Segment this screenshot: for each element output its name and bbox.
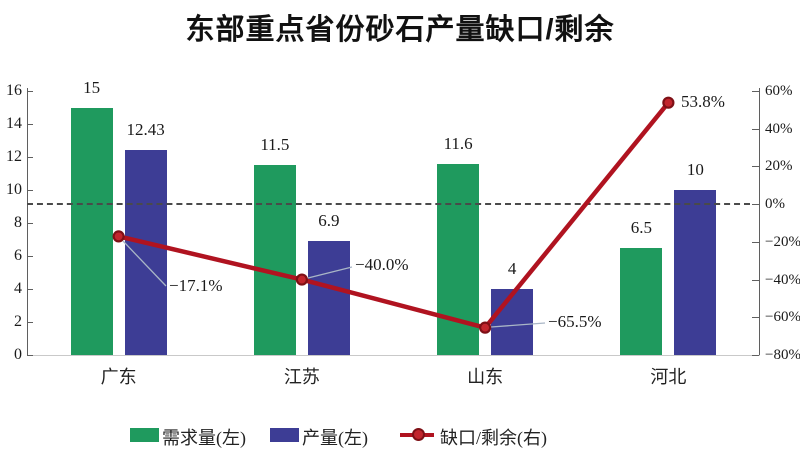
line-point-label: 53.8% [681,92,725,111]
bar-value-label: 6.9 [318,211,340,231]
left-axis-tick-label: 14 [6,115,22,132]
left-axis-tick-label: 2 [14,313,22,330]
right-axis-tick [752,204,759,206]
left-axis-tick-label: 12 [6,148,22,165]
bar-production-3 [674,190,717,355]
bar-production-1 [307,241,350,355]
bar-production-2 [491,289,534,355]
x-axis-category-label: 山东 [467,367,504,387]
left-axis-tick-label: 4 [14,280,22,297]
right-axis-tick-label: 20% [765,158,793,175]
line-marker-3 [662,96,675,109]
x-axis-category-label: 广东 [100,367,137,387]
right-axis-tick-label: 40% [765,120,793,137]
left-axis-tick [27,355,33,356]
left-axis-tick-label: 6 [14,247,22,264]
bar-value-label: 6.5 [630,217,652,237]
bar-demand-3 [620,247,663,355]
gap-legend-marker-icon [412,428,425,441]
bar-value-label: 12.43 [126,119,165,139]
line-point-label: −40.0% [355,255,409,274]
point-label-leader-line [307,266,353,279]
right-axis-tick-label: −20% [765,233,800,250]
left-axis-tick-label: 10 [6,181,22,198]
bar-production-0 [124,149,167,355]
point-label-leader-line [122,240,167,287]
chart-title: 东部重点省份砂石产量缺口/剩余 [185,14,615,46]
line-point-label: −65.5% [548,312,602,331]
left-axis-tick [27,157,33,158]
right-axis-tick-label: −80% [765,347,800,363]
bar-value-label: 15 [83,77,101,97]
left-axis-tick [27,190,33,191]
legend-label-gap: 缺口/剩余(右) [440,428,547,448]
x-axis-line [27,355,760,356]
left-axis-tick [27,322,33,323]
line-marker-2 [479,321,492,334]
right-axis-tick-label: 0% [765,196,785,213]
right-axis-tick-label: −40% [765,271,800,288]
left-axis-tick [27,124,33,125]
left-axis-tick [27,256,33,257]
left-axis-tick [27,289,33,290]
x-axis-category-label: 江苏 [283,367,320,387]
legend-label-demand: 需求量(左) [162,428,246,448]
left-axis-tick-label: 8 [14,214,22,231]
right-axis-tick [752,355,759,356]
right-axis-line [759,88,760,356]
right-axis-tick-label: 60% [765,83,793,99]
bar-value-label: 11.6 [443,133,473,153]
point-label-leader-line [490,322,546,328]
right-axis-tick [752,279,759,281]
right-axis-tick [752,317,759,319]
legend-label-production: 产量(左) [302,428,368,448]
right-axis-tick-label: −60% [765,309,800,326]
line-marker-1 [295,273,308,286]
zero-reference-line [27,203,750,205]
right-axis-tick [752,91,759,92]
right-axis-tick [752,166,759,168]
gap-surplus-line [118,101,671,331]
production-legend-swatch-icon [270,428,299,442]
x-axis-category-label: 河北 [650,367,687,387]
left-axis-tick-label: 0 [14,346,22,363]
line-marker-0 [112,230,125,243]
left-axis-tick-label: 16 [6,82,22,99]
left-axis-line [27,88,28,356]
bar-demand-0 [70,107,113,355]
bar-value-label: 4 [507,259,517,278]
bar-demand-1 [253,165,296,355]
right-axis-tick [752,128,759,130]
left-axis-tick [27,91,33,92]
demand-legend-swatch-icon [130,428,159,442]
right-axis-tick [752,241,759,243]
bar-value-label: 11.5 [260,135,290,155]
line-point-label: −17.1% [169,276,223,295]
left-axis-tick [27,223,33,224]
bar-value-label: 10 [686,160,704,179]
